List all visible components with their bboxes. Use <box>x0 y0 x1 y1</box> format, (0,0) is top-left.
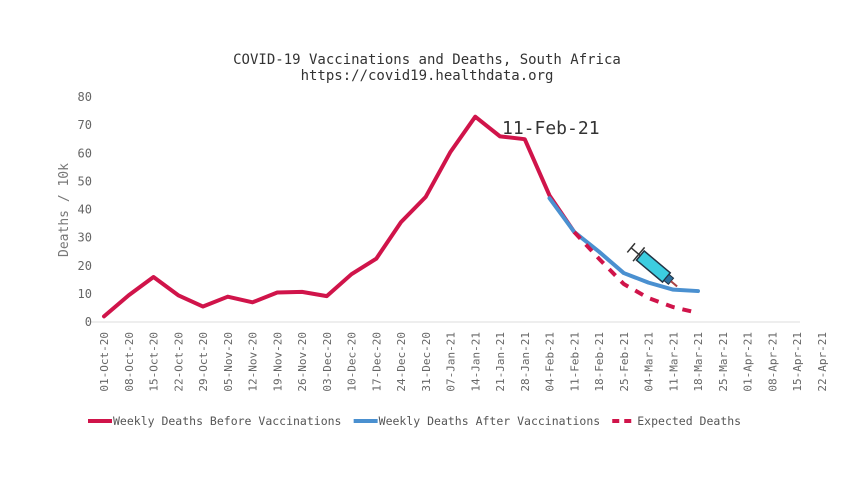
x-tick-label: 08-Oct-20 <box>123 332 136 392</box>
x-tick-label: 10-Dec-20 <box>346 332 359 392</box>
x-tick-label: 05-Nov-20 <box>222 332 235 392</box>
x-tick-label: 01-Apr-21 <box>742 332 755 392</box>
y-tick-label: 0 <box>85 315 92 329</box>
x-tick-label: 04-Mar-21 <box>643 332 656 392</box>
x-tick-label: 15-Apr-21 <box>791 332 804 392</box>
annotation: 11-Feb-21 <box>502 118 600 139</box>
x-tick-label: 11-Feb-21 <box>568 332 581 392</box>
x-tick-label: 25-Feb-21 <box>618 332 631 392</box>
series-line-2 <box>572 230 699 315</box>
x-tick-label: 18-Mar-21 <box>692 332 705 392</box>
x-tick-label: 21-Jan-21 <box>494 332 507 392</box>
legend-label: Expected Deaths <box>637 414 741 428</box>
chart-title: COVID-19 Vaccinations and Deaths, South … <box>233 52 621 68</box>
x-tick-label: 18-Feb-21 <box>593 332 606 392</box>
y-tick-label: 70 <box>78 118 92 132</box>
x-tick-label: 11-Mar-21 <box>667 332 680 392</box>
x-tick-label: 03-Dec-20 <box>321 332 334 392</box>
y-tick-label: 10 <box>78 287 92 301</box>
series-line-1 <box>547 196 700 294</box>
x-tick-label: 15-Oct-20 <box>148 332 161 392</box>
x-tick-label: 14-Jan-21 <box>469 332 482 392</box>
legend-label: Weekly Deaths Before Vaccinations <box>113 414 341 428</box>
y-tick-label: 30 <box>78 231 92 245</box>
chart-subtitle: https://covid19.healthdata.org <box>300 68 554 84</box>
x-tick-label: 01-Oct-20 <box>98 332 111 392</box>
x-tick-label: 08-Apr-21 <box>766 332 779 392</box>
x-tick-label: 24-Dec-20 <box>395 332 408 392</box>
y-tick-label: 50 <box>78 174 92 188</box>
x-tick-label: 25-Mar-21 <box>717 332 730 392</box>
x-tick-label: 04-Feb-21 <box>544 332 557 392</box>
y-axis-label: Deaths / 10k <box>57 163 72 257</box>
y-tick-label: 20 <box>78 259 92 273</box>
x-tick-label: 07-Jan-21 <box>445 332 458 392</box>
syringe-icon <box>626 242 678 288</box>
x-tick-label: 19-Nov-20 <box>271 332 284 392</box>
legend-label: Weekly Deaths After Vaccinations <box>379 414 601 428</box>
y-tick-label: 80 <box>78 90 92 104</box>
x-tick-label: 29-Oct-20 <box>197 332 210 392</box>
x-tick-label: 28-Jan-21 <box>519 332 532 392</box>
x-tick-label: 22-Oct-20 <box>172 332 185 392</box>
x-tick-label: 17-Dec-20 <box>370 332 383 392</box>
y-tick-label: 60 <box>78 146 92 160</box>
x-tick-label: 12-Nov-20 <box>247 332 260 392</box>
series-line-0 <box>102 114 577 319</box>
x-tick-label: 22-Apr-21 <box>816 332 829 392</box>
y-tick-label: 40 <box>78 203 92 217</box>
x-tick-label: 31-Dec-20 <box>420 332 433 392</box>
x-tick-label: 26-Nov-20 <box>296 332 309 392</box>
